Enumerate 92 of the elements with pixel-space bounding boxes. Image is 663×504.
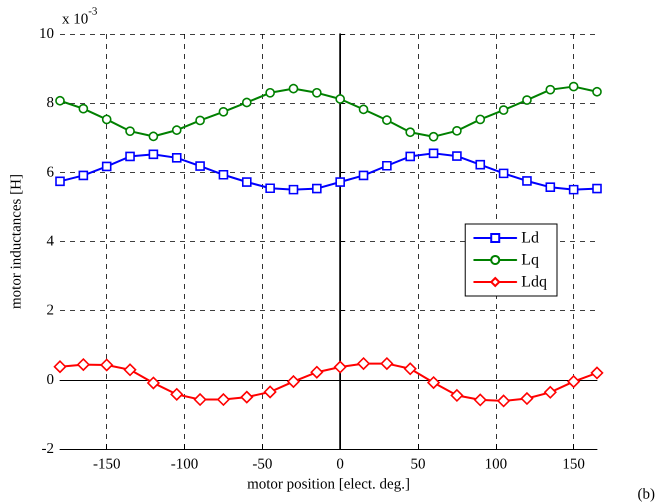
point [312, 88, 322, 98]
point [55, 176, 65, 186]
legend-label: Lq [521, 252, 540, 268]
point [148, 132, 158, 142]
point [312, 184, 322, 194]
point [590, 366, 604, 380]
point [218, 170, 228, 180]
y-tick-label: 4 [46, 234, 54, 250]
legend-label: Ld [521, 230, 540, 246]
point [240, 390, 254, 404]
x-axis-title: motor position [elect. deg.] [247, 476, 410, 492]
point [195, 116, 205, 126]
point [77, 358, 90, 371]
text: (b) [638, 486, 656, 502]
point [428, 132, 438, 142]
point [102, 114, 112, 124]
point [242, 177, 252, 187]
point [265, 88, 275, 98]
point [428, 148, 438, 158]
y-tick-label: 6 [46, 164, 54, 180]
point [497, 394, 510, 408]
point [264, 386, 276, 398]
point [147, 376, 160, 390]
point [124, 364, 136, 376]
point [522, 95, 532, 105]
point [78, 170, 88, 180]
point [335, 177, 345, 187]
point [335, 94, 345, 104]
point [358, 104, 368, 114]
x-tick-label: 50 [410, 456, 426, 472]
legend-label: Ldq [521, 274, 548, 290]
point [498, 105, 508, 115]
point [358, 170, 368, 180]
x-tick-label: 100 [484, 456, 508, 472]
point [546, 84, 556, 94]
point [592, 184, 602, 194]
point [592, 86, 602, 97]
x-tick-label: -150 [92, 456, 120, 472]
point [54, 360, 66, 373]
point [78, 104, 88, 114]
point [310, 366, 324, 379]
point [287, 375, 300, 388]
point [382, 115, 392, 125]
point [568, 82, 578, 92]
point [567, 375, 580, 388]
point [475, 114, 486, 124]
point [544, 386, 557, 399]
y-axis-title: motor inductances [H] [8, 174, 24, 309]
x-tick-label: 0 [336, 456, 344, 472]
point [475, 160, 486, 170]
point [520, 392, 534, 405]
point [382, 160, 392, 171]
point [195, 161, 205, 171]
point [334, 360, 346, 374]
point [405, 127, 416, 138]
y-tick-label: -2 [42, 441, 54, 457]
point [427, 376, 440, 389]
point [218, 107, 228, 117]
point [265, 183, 275, 194]
point [102, 162, 112, 172]
x-tick-label: 150 [562, 456, 585, 472]
point [452, 151, 462, 161]
y-tick-label: 10 [39, 26, 54, 42]
point [452, 126, 462, 136]
point [242, 98, 252, 108]
point [172, 125, 182, 135]
y-tick-label: 8 [46, 95, 54, 112]
point [194, 393, 206, 406]
point [217, 393, 230, 406]
point [522, 176, 532, 186]
y-tick-label: 0 [46, 372, 54, 388]
point [498, 168, 508, 178]
point [170, 388, 184, 401]
point [404, 362, 417, 376]
x-tick-label: -100 [170, 456, 198, 472]
y-tick-label: 2 [46, 302, 54, 319]
point [568, 184, 578, 194]
point [55, 96, 65, 106]
point [125, 152, 135, 162]
point [405, 152, 416, 162]
point [172, 153, 182, 163]
point [148, 150, 158, 160]
x-tick-label: -50 [252, 456, 272, 472]
point [288, 184, 298, 194]
point [380, 357, 394, 370]
point [450, 389, 464, 402]
point [474, 394, 487, 406]
point [357, 357, 370, 370]
point [288, 84, 298, 94]
point [125, 126, 135, 136]
point [100, 358, 113, 372]
point [546, 182, 556, 192]
